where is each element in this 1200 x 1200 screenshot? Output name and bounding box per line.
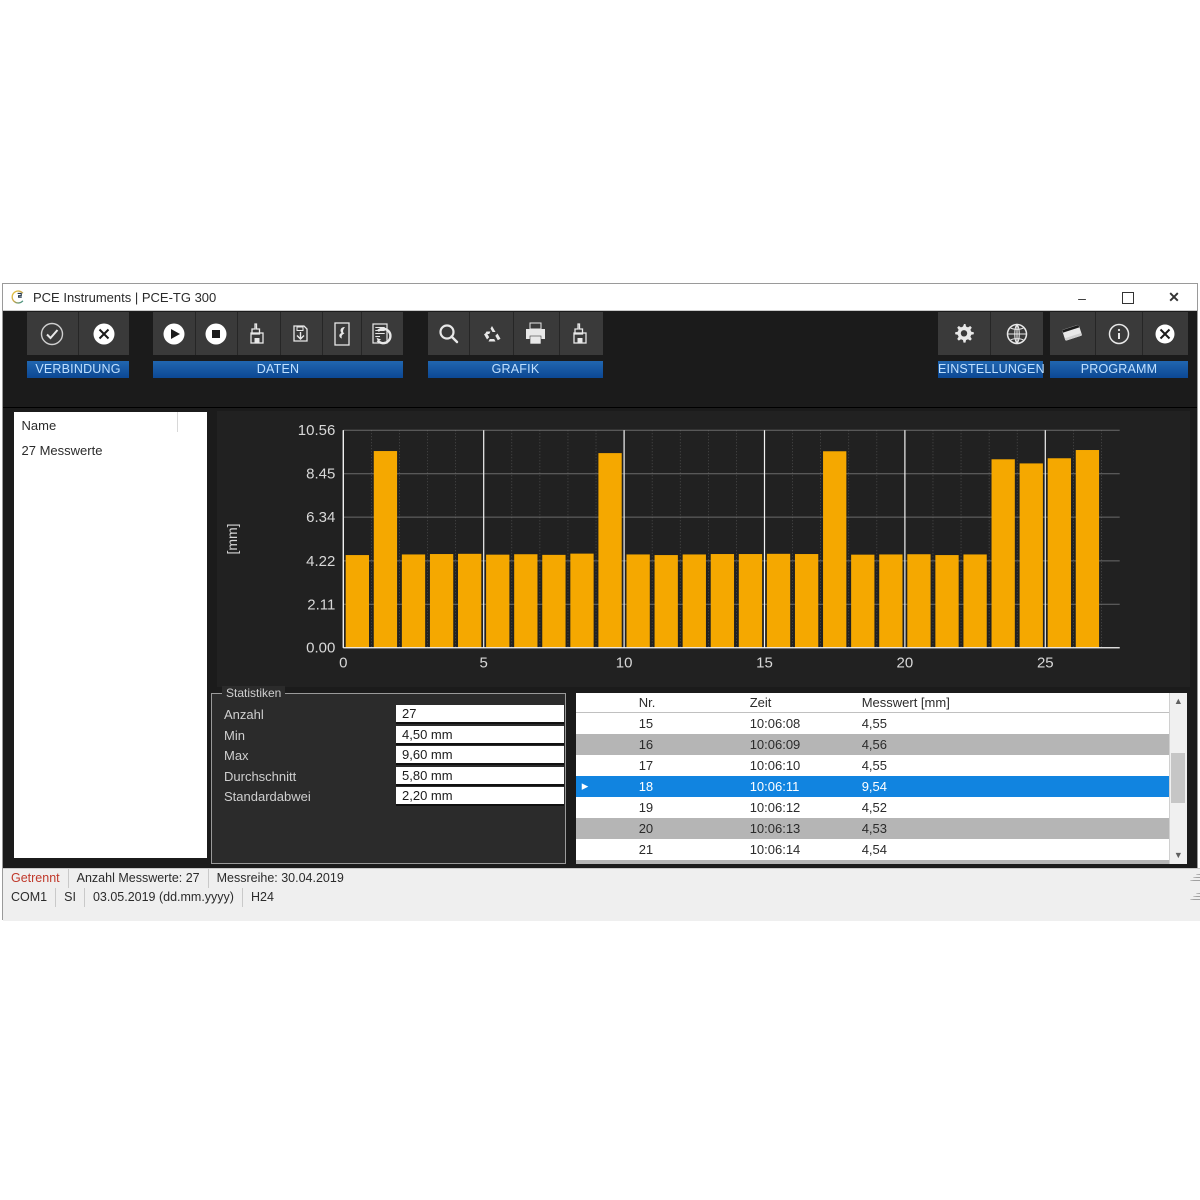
svg-text:4.22: 4.22 (306, 552, 335, 569)
svg-text:5: 5 (480, 654, 488, 671)
svg-text:20: 20 (897, 654, 914, 671)
svg-text:15: 15 (756, 654, 773, 671)
svg-text:6.34: 6.34 (306, 509, 335, 526)
svg-text:2.11: 2.11 (307, 596, 335, 613)
svg-text:10.56: 10.56 (298, 422, 336, 439)
svg-text:0: 0 (339, 654, 347, 671)
svg-text:0.00: 0.00 (306, 639, 335, 656)
svg-text:10: 10 (616, 654, 633, 671)
svg-text:25: 25 (1037, 654, 1054, 671)
svg-text:8.45: 8.45 (306, 465, 335, 482)
svg-text:[mm]: [mm] (224, 523, 240, 554)
